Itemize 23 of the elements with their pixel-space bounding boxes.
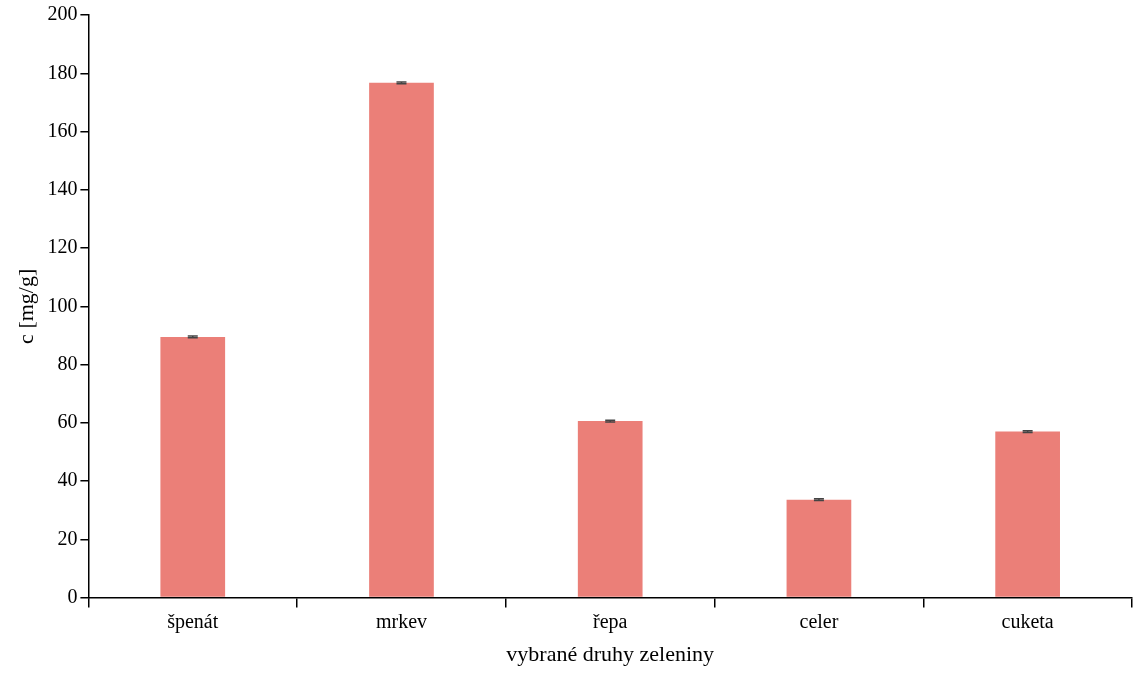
bar [160, 336, 226, 597]
x-tick-label: špenát [167, 609, 219, 633]
y-axis-title: c [mg/g] [12, 268, 38, 344]
bar [995, 431, 1060, 597]
bar [786, 499, 852, 597]
y-tick-label: 200 [47, 2, 78, 25]
y-tick-label: 180 [47, 60, 78, 83]
x-tick-label: řepa [592, 609, 628, 633]
y-tick-label: 20 [57, 526, 78, 549]
x-tick-label: celer [799, 609, 839, 632]
y-tick-label: 60 [57, 410, 78, 433]
bar [369, 82, 434, 597]
y-tick-label: 80 [57, 351, 78, 374]
y-tick-label: 100 [47, 293, 78, 316]
y-tick-label: 40 [57, 468, 78, 491]
y-tick-label: 140 [47, 177, 78, 200]
x-axis-title: vybrané druhy zeleniny [506, 640, 715, 666]
x-tick-label: mrkev [375, 609, 428, 632]
y-tick-label: 160 [47, 118, 78, 141]
x-tick-label: cuketa [1001, 609, 1054, 632]
y-tick-label: 120 [47, 235, 78, 258]
bar [577, 421, 643, 597]
y-tick-label: 0 [67, 584, 78, 607]
